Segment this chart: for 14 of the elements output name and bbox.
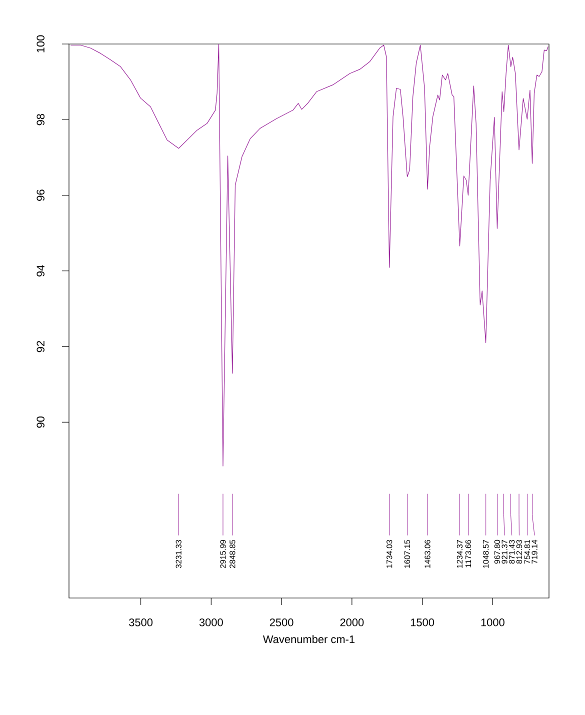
- x-tick-label: 1500: [410, 618, 434, 626]
- y-tick-label: 96: [36, 190, 44, 201]
- x-tick-label: 3500: [129, 618, 153, 626]
- x-tick-label: 2500: [270, 618, 294, 626]
- y-tick-label: 94: [36, 265, 44, 276]
- x-axis-title: Wavenumber cm-1: [262, 635, 355, 644]
- line-series: [70, 44, 548, 466]
- y-tick-label: 92: [36, 340, 44, 352]
- y-tick-label: 90: [36, 416, 44, 428]
- y-tick-label: 98: [36, 114, 44, 126]
- y-tick-label: 100: [36, 35, 44, 52]
- x-tick-label: 1000: [481, 618, 504, 626]
- x-tick-label: 3000: [199, 618, 223, 626]
- x-tick-label: 2000: [340, 618, 364, 626]
